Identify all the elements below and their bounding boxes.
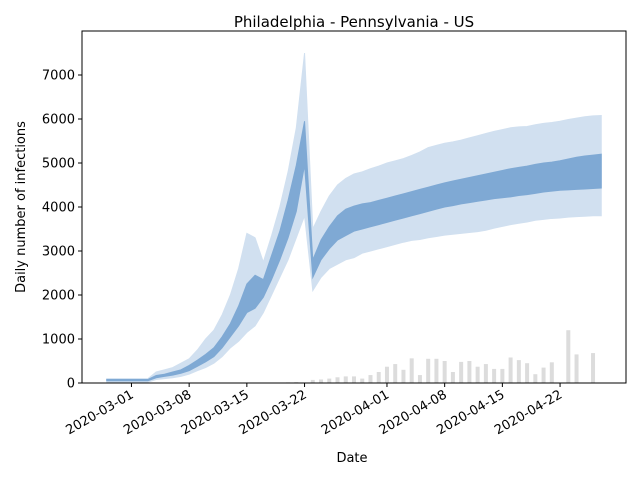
y-tick-label: 5000 [42, 157, 75, 172]
bar [376, 372, 381, 383]
bar [450, 372, 455, 383]
bar [360, 378, 365, 383]
bar [335, 377, 340, 383]
bar [516, 360, 521, 383]
bar [327, 378, 332, 383]
bar [310, 379, 315, 383]
bar [549, 362, 554, 383]
bar [483, 364, 488, 383]
bar [417, 375, 422, 383]
confidence-band [106, 121, 602, 382]
bar [393, 364, 398, 383]
bar [343, 376, 348, 383]
bar [475, 366, 480, 383]
bar [492, 368, 497, 383]
bar [508, 357, 513, 383]
bar [434, 358, 439, 383]
bar [401, 369, 406, 383]
y-tick-label: 1000 [42, 333, 75, 348]
y-tick-label: 3000 [42, 245, 75, 260]
bar [574, 354, 579, 383]
bar [591, 353, 596, 383]
bar [426, 358, 431, 383]
bar [467, 361, 472, 383]
bar [459, 361, 464, 383]
y-tick-label: 2000 [42, 289, 75, 304]
chart-title: Philadelphia - Pennsylvania - US [234, 13, 474, 31]
y-tick-label: 0 [67, 377, 75, 392]
bar [566, 330, 571, 383]
bar [500, 368, 505, 383]
y-tick-label: 6000 [42, 113, 75, 128]
x-axis-label: Date [336, 451, 367, 466]
bar [368, 375, 373, 383]
bar [442, 361, 447, 383]
bar [525, 363, 530, 383]
y-axis-label: Daily number of infections [14, 121, 29, 293]
bar [352, 376, 356, 383]
bar [384, 366, 389, 383]
y-tick-label: 7000 [42, 69, 75, 84]
y-tick-label: 4000 [42, 201, 75, 216]
bar [541, 367, 546, 383]
bar [409, 358, 414, 383]
bar [319, 379, 324, 383]
bar [533, 374, 538, 383]
